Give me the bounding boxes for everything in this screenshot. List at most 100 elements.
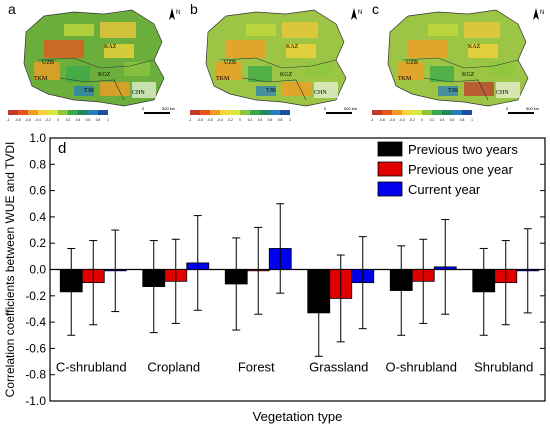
colorbar-swatch: [422, 110, 432, 115]
colorbar-tick: 0.6: [86, 118, 91, 122]
scale-bar: [326, 112, 352, 114]
region-label: TKM: [34, 76, 48, 82]
region-label: TKM: [398, 76, 412, 82]
colorbar-tick: -0.6: [25, 118, 31, 122]
colorbar-swatch: [250, 110, 260, 115]
colorbar-tick: 0: [239, 118, 241, 122]
map-patch: [100, 82, 130, 96]
map-patch: [34, 62, 60, 80]
colorbar-tick: 0.4: [258, 118, 263, 122]
colorbar-swatch: [88, 110, 98, 115]
map-panel-c: c N KAZ UZB TKM KGZ TJK CHN -1 -0.8 -0.6 -0.4 -0.2 0 0…: [368, 2, 548, 126]
colorbar-tick: 1: [289, 118, 291, 122]
colorbar-tick: -0.4: [35, 118, 41, 122]
scale-bar: [508, 112, 534, 114]
colorbar-swatch: [260, 110, 270, 115]
colorbar-tick: -0.8: [15, 118, 21, 122]
colorbar-swatch: [230, 110, 240, 115]
scale-label: 0: [142, 106, 145, 111]
map-patch: [66, 66, 90, 82]
map-svg: b N KAZ UZB TKM KGZ TJK CHN -1 -0.8 -0.6 -0.4 -0.2 0 0…: [189, 2, 363, 122]
colorbar-swatch: [270, 110, 280, 115]
map-border: [219, 57, 337, 69]
region-label: UZB: [42, 60, 54, 66]
region-label: CHN: [496, 90, 509, 96]
colorbar-swatch: [18, 110, 28, 115]
map-patch: [496, 82, 520, 98]
scale-label: 500 km: [526, 106, 540, 111]
y-tick-label: 0.8: [29, 157, 46, 171]
map-patch: [464, 22, 500, 38]
map-panel-b: b N KAZ UZB TKM KGZ TJK CHN -1 -0.8 -0.6 -0.4 -0.2 0 0…: [186, 2, 366, 126]
colorbar-tick: -1: [189, 118, 192, 122]
colorbar-tick: 0.2: [66, 118, 71, 122]
map-patch: [44, 40, 84, 58]
map-patch: [248, 66, 272, 82]
colorbar-swatch: [38, 110, 48, 115]
map-patch: [286, 44, 316, 58]
colorbar-swatch: [372, 110, 382, 115]
colorbar-tick: -1: [371, 118, 374, 122]
map-panel-letter: b: [190, 2, 198, 17]
map-border: [401, 57, 519, 69]
region-label: TKM: [216, 76, 230, 82]
region-label: TJK: [266, 88, 277, 94]
y-tick-label: -0.6: [25, 341, 46, 355]
map-panel-letter: c: [372, 2, 379, 17]
map-patch: [468, 44, 498, 58]
colorbar-tick: -0.4: [399, 118, 405, 122]
y-tick-label: 0.0: [29, 263, 46, 277]
colorbar-tick: 0: [421, 118, 423, 122]
colorbar-swatch: [220, 110, 230, 115]
map-panel-letter: a: [8, 2, 16, 17]
map-patch: [74, 86, 94, 96]
legend-label: Previous one year: [408, 162, 513, 177]
colorbar-tick: 0.8: [278, 118, 283, 122]
map-patch: [398, 62, 424, 80]
legend-label: Previous two years: [408, 142, 518, 157]
map-patch: [282, 82, 312, 96]
y-tick-label: 0.2: [29, 236, 46, 250]
x-category-label: Grassland: [309, 360, 368, 375]
region-label: KGZ: [98, 72, 111, 78]
y-tick-label: -0.4: [25, 315, 46, 329]
colorbar-swatch: [280, 110, 290, 115]
region-label: CHN: [314, 90, 327, 96]
colorbar-swatch: [8, 110, 18, 115]
colorbar-tick: -0.2: [45, 118, 51, 122]
colorbar-swatch: [58, 110, 68, 115]
map-border: [59, 77, 125, 101]
colorbar-tick: 0: [57, 118, 59, 122]
colorbar-tick: 0.2: [430, 118, 435, 122]
map-patch: [246, 24, 276, 36]
y-axis-label: Correlation coefficients between WUE and…: [3, 142, 17, 398]
colorbar-swatch: [68, 110, 78, 115]
map-patch: [408, 40, 448, 58]
x-category-label: C-shrubland: [56, 360, 127, 375]
map-patch: [430, 66, 454, 82]
map-svg: c N KAZ UZB TKM KGZ TJK CHN -1 -0.8 -0.6 -0.4 -0.2 0 0…: [371, 2, 545, 122]
colorbar-swatch: [78, 110, 88, 115]
bar-chart: -1.0 -0.8 -0.6 -0.4 -0.2 0.0 0.2 0.4 0.6 0.8 1.0 d C…: [0, 128, 550, 429]
map-patch: [100, 22, 136, 38]
north-label: N: [540, 10, 544, 16]
colorbar-swatch: [48, 110, 58, 115]
panel-letter: d: [58, 140, 66, 157]
colorbar-swatch: [382, 110, 392, 115]
north-arrow-icon: [533, 8, 539, 20]
map-patch: [306, 62, 332, 76]
y-tick-label: -0.2: [25, 289, 46, 303]
colorbar-swatch: [210, 110, 220, 115]
legend-swatch: [377, 181, 403, 197]
colorbar-tick: -0.4: [217, 118, 223, 122]
north-label: N: [358, 10, 362, 16]
region-label: KGZ: [462, 72, 475, 78]
colorbar-swatch: [412, 110, 422, 115]
region-label: KAZ: [286, 44, 299, 50]
colorbar-tick: 0.6: [450, 118, 455, 122]
colorbar-swatch: [240, 110, 250, 115]
legend-swatch: [377, 161, 403, 177]
x-category-label: Shrubland: [474, 360, 533, 375]
colorbar-swatch: [392, 110, 402, 115]
map-row: a N KAZ UZB TKM KGZ TJK CHN -1 -0.8 -0.6 -0.4 -0.2 0 0…: [0, 0, 550, 128]
